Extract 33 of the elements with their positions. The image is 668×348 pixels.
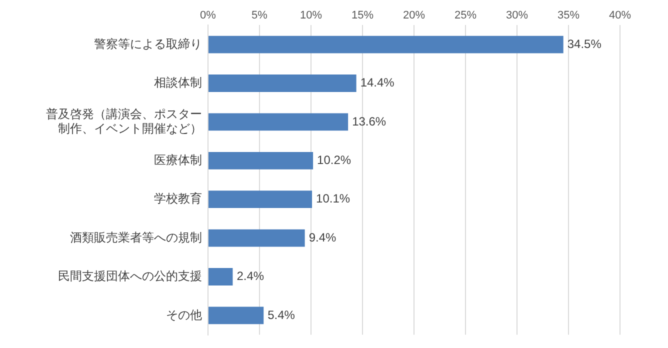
data-label: 9.4% (308, 230, 336, 244)
data-label: 2.4% (236, 269, 264, 284)
data-label: 10.2% (317, 152, 352, 167)
y-tick-label: 普及啓発（講演会、ポスター制作、イベント開催など） (46, 107, 202, 136)
x-tick-label: 40% (608, 10, 632, 22)
x-tick-label: 25% (454, 10, 477, 22)
data-label: 34.5% (567, 36, 602, 51)
data-label: 13.6% (352, 114, 386, 128)
y-tick-label: 学校教育 (154, 192, 202, 206)
y-tick-label: 民間支援団体への公的支援 (58, 269, 202, 284)
bar (208, 36, 564, 54)
x-tick-label: 30% (506, 10, 528, 22)
bar (208, 229, 305, 247)
bar (208, 74, 356, 92)
y-tick-label: 相談体制 (154, 76, 202, 90)
y-tick-label: 医療体制 (154, 152, 202, 167)
y-tick-label: 酒類販売業者等への規制 (70, 230, 202, 244)
y-tick-label: その他 (166, 308, 202, 322)
x-tick-label: 35% (557, 10, 580, 22)
bar (208, 306, 264, 324)
bar (208, 113, 348, 131)
x-tick-label: 0% (200, 10, 216, 22)
data-label: 5.4% (268, 308, 296, 322)
x-tick-label: 5% (252, 10, 268, 22)
x-tick-label: 20% (402, 10, 426, 22)
bar (208, 152, 314, 170)
x-tick-label: 10% (300, 10, 322, 22)
data-label: 10.1% (316, 192, 350, 206)
y-tick-label: 警察等による取締り (94, 36, 202, 51)
bar (208, 268, 233, 286)
x-tick-label: 15% (351, 10, 374, 22)
bar (208, 190, 312, 208)
data-label: 14.4% (360, 76, 395, 90)
